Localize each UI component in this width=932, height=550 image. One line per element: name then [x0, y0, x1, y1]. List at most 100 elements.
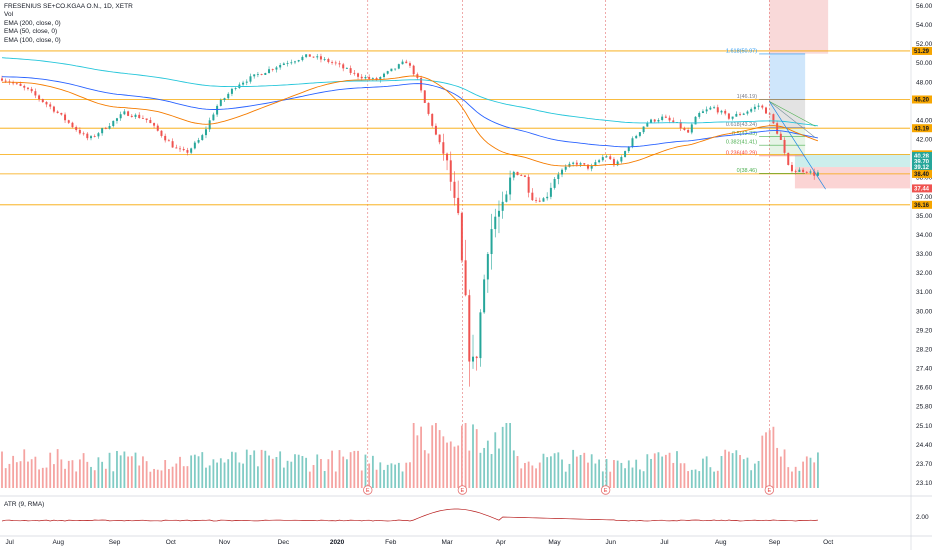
candle	[249, 73, 252, 84]
candle	[501, 191, 504, 219]
volume-bar	[676, 451, 678, 488]
candle	[690, 122, 693, 135]
candle	[605, 154, 608, 158]
candle	[516, 171, 519, 176]
volume-bar	[524, 462, 526, 488]
candle-body	[204, 129, 207, 136]
candle	[286, 60, 289, 67]
candle-body	[319, 56, 322, 60]
legend-ema200[interactable]: EMA (200, close, 0)	[4, 19, 61, 27]
candle-body	[41, 99, 44, 103]
price-badge-label-6: 39.12	[914, 165, 930, 171]
candle	[238, 82, 241, 89]
candle-body	[683, 128, 686, 131]
y-tick: 23.10	[916, 480, 932, 487]
candle	[112, 120, 115, 128]
candle-body	[594, 162, 597, 166]
candle-body	[212, 114, 215, 121]
volume-bar	[353, 450, 356, 488]
fib-label-5: 0.236(40.29)	[726, 150, 757, 156]
y-tick: 26.60	[916, 385, 932, 392]
candle	[713, 105, 716, 110]
candle	[134, 113, 137, 120]
candle-body	[572, 162, 575, 164]
volume-bar	[657, 452, 660, 488]
candle-body	[464, 260, 467, 296]
candle-body	[130, 115, 133, 117]
earnings-marker-label-3: E	[767, 488, 771, 494]
legend-vol[interactable]: Vol	[4, 11, 14, 19]
candle	[486, 252, 489, 293]
candle-body	[779, 133, 782, 140]
candle	[490, 213, 493, 270]
volume-bar	[702, 458, 704, 488]
volume-bar	[779, 456, 782, 488]
candle-body	[609, 156, 612, 160]
volume-bar	[802, 461, 804, 488]
candle-body	[635, 135, 638, 139]
candle-body	[661, 116, 664, 120]
volume-bar	[308, 471, 311, 488]
volume-bar	[739, 454, 741, 488]
y-tick: 25.80	[916, 404, 932, 411]
candle-body	[505, 194, 508, 202]
volume-bar	[216, 462, 219, 488]
candle-body	[627, 147, 630, 152]
candle	[624, 150, 627, 158]
legend-symbol[interactable]: FRESENIUS SE+CO.KGAA O.N., 1D, XETR	[4, 3, 133, 10]
volume-bar	[587, 462, 589, 488]
candle	[620, 155, 623, 164]
volume-bar	[375, 469, 378, 488]
candle-body	[434, 125, 437, 135]
candle-body	[802, 169, 805, 172]
candle	[334, 60, 337, 66]
candle-body	[716, 107, 719, 113]
fib-label-6: 0(38.46)	[737, 168, 758, 174]
candle-body	[19, 83, 22, 86]
candle-body	[724, 110, 727, 114]
candle	[764, 106, 767, 114]
volume-bar	[294, 454, 296, 488]
candle	[679, 119, 682, 132]
candle-body	[468, 295, 471, 362]
legend-ema50[interactable]: EMA (50, close, 0)	[4, 28, 58, 36]
candle-body	[153, 123, 156, 126]
volume-bar	[412, 423, 415, 488]
candle-body	[650, 119, 653, 123]
candle-body	[127, 111, 130, 116]
atr-label[interactable]: ATR (9, RMA)	[4, 501, 45, 508]
candle-body	[497, 210, 500, 217]
volume-bar	[90, 466, 92, 488]
candle-body	[197, 140, 200, 143]
candle-body	[501, 201, 504, 211]
candle	[12, 80, 15, 86]
candle	[631, 136, 634, 149]
volume-bar	[186, 466, 189, 488]
candle-body	[583, 163, 586, 165]
volume-bar	[713, 471, 715, 488]
candle-body	[805, 171, 808, 173]
candle-body	[67, 120, 70, 123]
volume-bar	[809, 457, 812, 488]
legend-ema100[interactable]: EMA (100, close, 0)	[4, 36, 61, 44]
candle	[316, 53, 319, 60]
volume-bar	[731, 453, 734, 488]
volume-bar	[772, 426, 775, 488]
candle	[297, 59, 300, 63]
volume-bar	[613, 460, 615, 488]
candle	[616, 159, 619, 167]
volume-bar	[486, 440, 489, 488]
x-axis-ticks: Jul Aug Sep Oct Nov Dec 2020 Feb Mar Apr May Jun Jul…	[6, 539, 834, 546]
candle-body	[442, 142, 445, 154]
candle	[783, 137, 786, 156]
candle	[408, 61, 411, 68]
volume-bar	[97, 457, 100, 488]
candle-body	[108, 126, 111, 129]
volume-bar	[257, 466, 259, 488]
candle	[293, 60, 296, 65]
volume-bar	[60, 459, 63, 488]
candle-body	[423, 90, 426, 103]
candle-body	[256, 74, 259, 75]
